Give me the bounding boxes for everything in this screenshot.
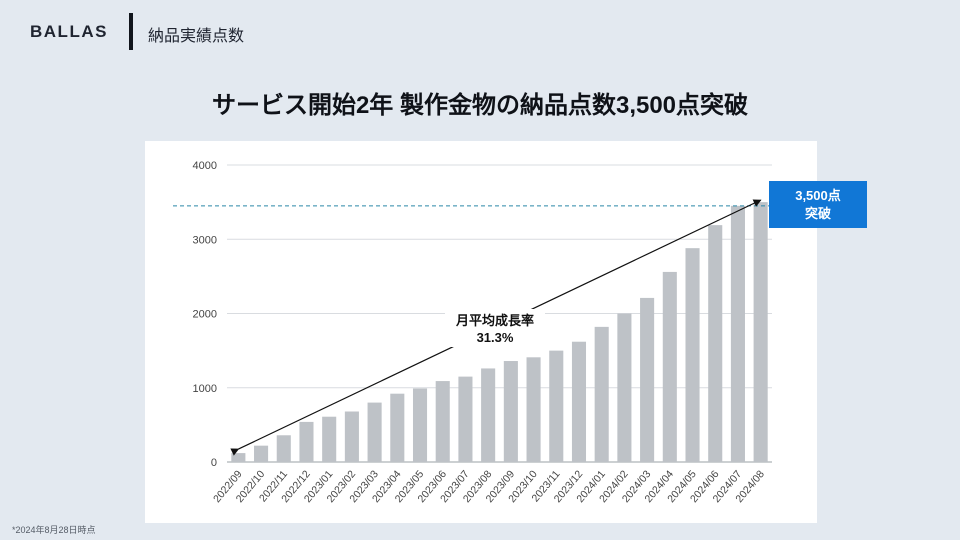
bar <box>503 361 518 462</box>
bar <box>640 297 655 462</box>
bar <box>481 368 496 462</box>
bar <box>390 393 405 462</box>
bar <box>412 388 428 462</box>
bar <box>753 202 768 462</box>
y-tick-label: 3000 <box>193 234 217 246</box>
chart-card: 0 1000 2000 3000 4000 2022/09 2022/10 2022/11 20… <box>145 141 817 523</box>
growth-rate-value: 31.3% <box>477 330 514 345</box>
bar <box>367 402 382 462</box>
growth-rate-label: 月平均成長率 <box>455 313 534 328</box>
y-tick-label: 0 <box>211 457 217 469</box>
y-tick-label: 1000 <box>193 383 217 395</box>
bar <box>435 381 450 462</box>
bar <box>730 205 745 462</box>
y-tick-label: 4000 <box>193 160 217 172</box>
page-title: サービス開始2年 製作金物の納品点数3,500点突破 <box>211 92 749 119</box>
bar <box>322 416 337 462</box>
footnote: *2024年8月28日時点 <box>12 525 96 535</box>
bar <box>299 421 314 462</box>
bar <box>254 445 269 462</box>
bar <box>685 248 700 462</box>
bar <box>458 376 473 462</box>
annotations: 月平均成長率 31.3% <box>173 199 772 456</box>
bar <box>662 271 677 462</box>
bar <box>571 341 587 462</box>
callout-value: 3,500点 <box>795 187 841 203</box>
bar <box>617 313 632 462</box>
section-title: 納品実績点数 <box>148 28 245 45</box>
bar <box>594 326 609 462</box>
header-divider <box>129 13 133 50</box>
y-tick-label: 2000 <box>193 309 217 321</box>
bar <box>708 225 723 462</box>
bar <box>276 435 291 462</box>
callout-label: 突破 <box>804 205 831 221</box>
annotation-backdrop <box>445 309 545 347</box>
bar-chart: 010002000300040002022/092022/102022/1120… <box>173 160 772 505</box>
bar <box>231 453 246 462</box>
brand-logo: BALLAS <box>30 22 108 41</box>
milestone-callout: 3,500点 突破 <box>769 181 867 228</box>
bar <box>344 411 359 462</box>
bar <box>526 357 541 462</box>
bar <box>549 350 564 462</box>
